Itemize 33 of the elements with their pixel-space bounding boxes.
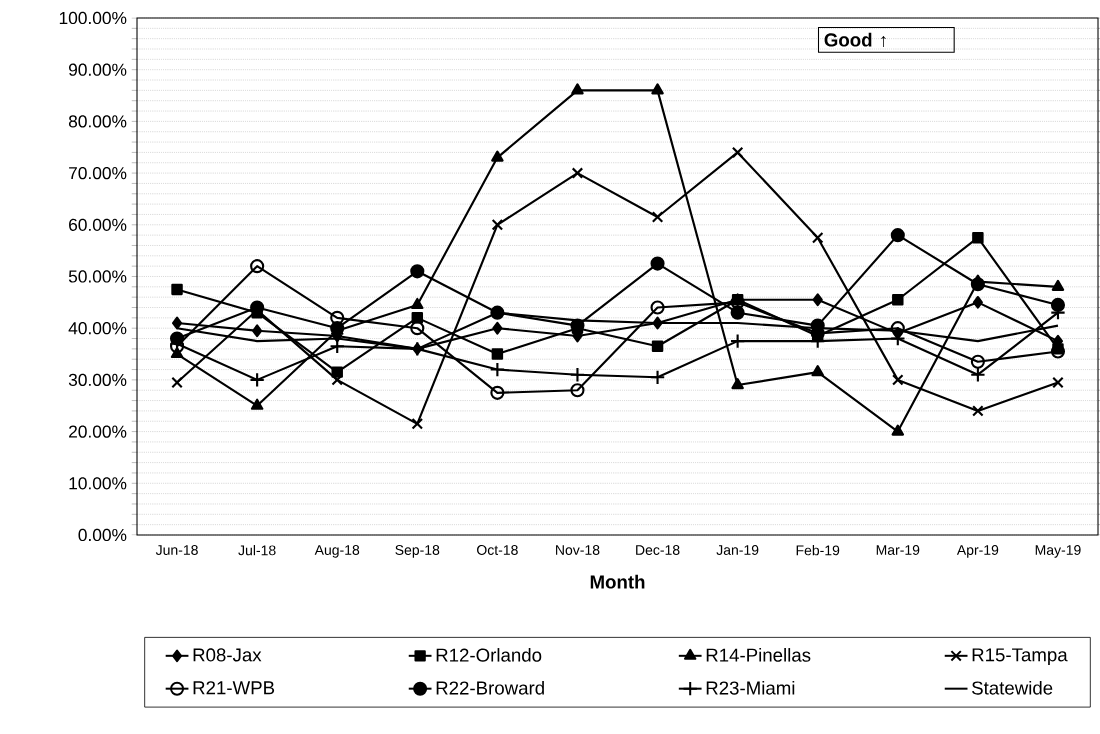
x-tick-label: Aug-18 (314, 545, 360, 558)
y-tick-label: 90.00% (68, 63, 127, 76)
legend-label: R23-Miami (706, 680, 795, 695)
x-tick-label: Nov-18 (556, 545, 600, 555)
x-tick-label: Jun-18 (155, 545, 198, 555)
y-tick-label: 20.00% (69, 425, 127, 438)
y-tick-label: 60.00% (69, 218, 127, 231)
legend-label: R08-Jax (193, 648, 262, 662)
x-tick-label: Jan-19 (716, 545, 759, 555)
y-tick-label: 100.00% (59, 11, 127, 25)
y-tick-label: 70.00% (69, 166, 127, 180)
legend-label: R12-Orlando (436, 648, 542, 662)
y-tick-label: 50.00% (68, 270, 127, 283)
x-tick-label: Apr-19 (956, 545, 999, 558)
y-tick-label: 80.00% (68, 115, 127, 128)
x-axis-title: Month (590, 574, 645, 589)
x-tick-label: May-19 (1035, 545, 1081, 558)
y-tick-label: 10.00% (69, 477, 127, 490)
y-tick-label: 30.00% (68, 373, 127, 387)
y-tick-label: 0.00% (78, 528, 127, 542)
annotation: Good ↑ (824, 32, 886, 47)
x-tick-label: Feb-19 (796, 545, 840, 556)
legend-label: R15-Tampa (972, 648, 1068, 666)
y-tick-label: 40.00% (68, 322, 127, 335)
legend-label: R22-Broward (436, 680, 544, 695)
x-tick-label: Oct-18 (477, 545, 518, 555)
legend-label: R14-Pinellas (706, 648, 811, 662)
x-tick-label: Dec-18 (636, 545, 680, 555)
x-tick-label: Jul-18 (238, 545, 276, 556)
legend-label: Statewide (972, 680, 1053, 695)
legend-label: R21-WPB (193, 681, 275, 695)
x-tick-label: Sep-18 (395, 545, 440, 558)
x-tick-label: Mar-19 (876, 545, 920, 555)
